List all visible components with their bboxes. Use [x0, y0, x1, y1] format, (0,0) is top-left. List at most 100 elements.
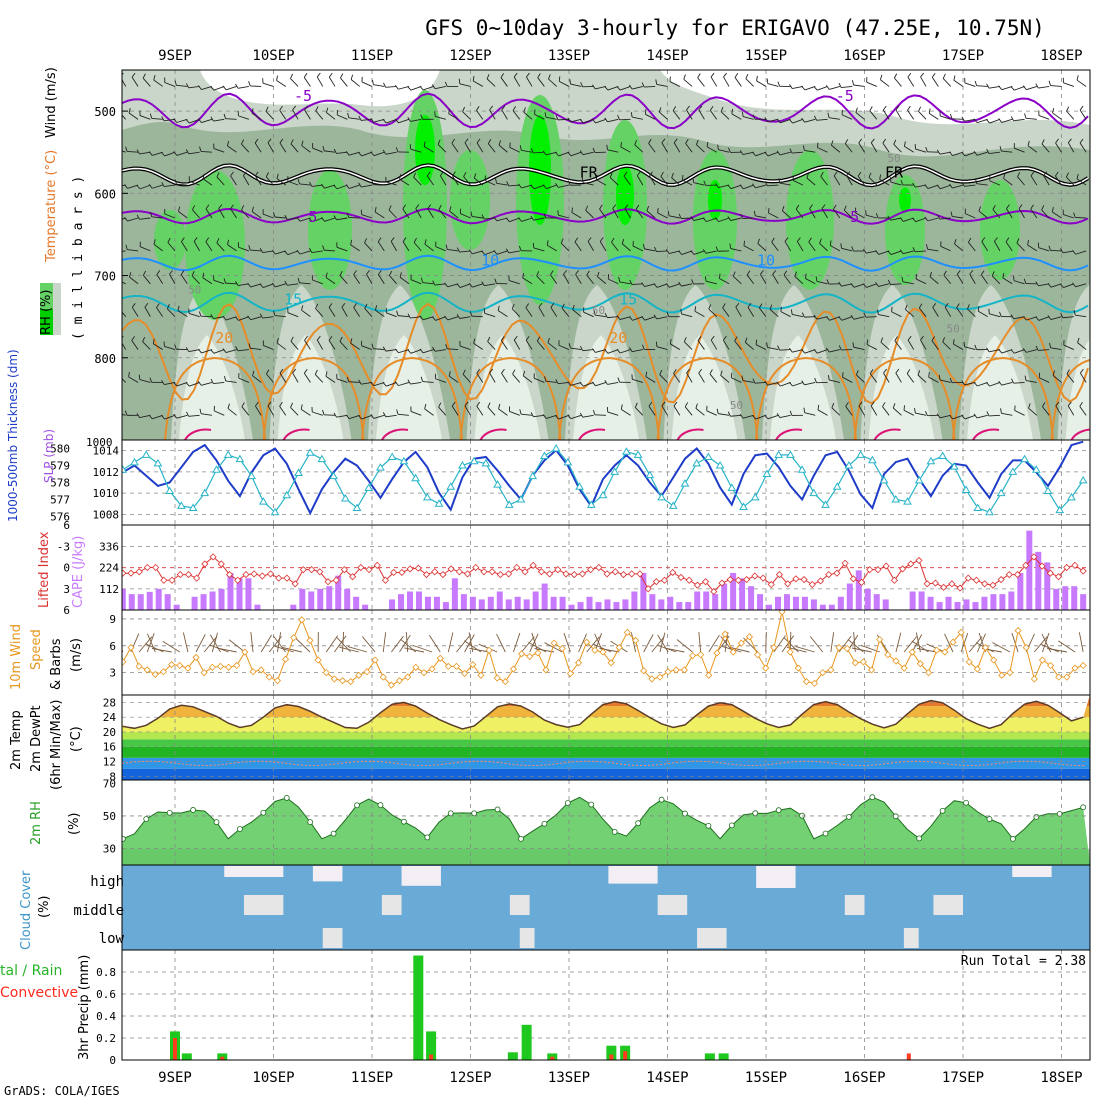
wind-speed-marker: [444, 662, 452, 670]
isotherm-25: [262, 356, 365, 440]
slp-marker: [551, 444, 561, 452]
upper-barb: [657, 212, 668, 219]
cloud-low-block: [322, 928, 343, 948]
upper-barb-feather: [267, 138, 272, 143]
wind-speed-marker: [298, 616, 306, 624]
upper-barb-feather: [817, 404, 820, 410]
wind-speed-marker: [924, 669, 933, 677]
upper-barb-feather: [227, 403, 230, 409]
upper-barb-feather: [1066, 369, 1070, 375]
upper-barb: [1038, 316, 1050, 321]
lifted-marker: [283, 574, 291, 582]
upper-barb: [927, 217, 939, 222]
upper-barb: [385, 349, 397, 352]
upper-barb-feather: [462, 369, 466, 375]
upper-barb-feather: [690, 250, 695, 255]
upper-barb: [227, 244, 237, 252]
cape-bar: [721, 583, 728, 610]
upper-barb-feather: [265, 172, 269, 178]
upper-barb: [964, 346, 976, 350]
upper-barb-feather: [938, 374, 941, 381]
upper-barb-feather: [777, 345, 781, 351]
upper-barb: [730, 184, 742, 190]
upper-barb: [328, 76, 336, 87]
upper-barb: [989, 313, 1001, 318]
upper-barb-feather: [715, 217, 720, 222]
upper-barb: [742, 151, 754, 155]
lifted-marker: [357, 563, 365, 572]
wind-speed-marker: [884, 651, 892, 659]
rh-legend-swatch-gray: [53, 283, 61, 335]
upper-barb-feather: [678, 250, 683, 255]
upper-barb-feather: [174, 179, 177, 185]
upper-barb: [730, 217, 742, 221]
upper-barb-feather: [300, 404, 303, 410]
slp-marker: [188, 503, 198, 511]
upper-barb: [734, 340, 742, 350]
lifted-marker: [193, 574, 201, 582]
upper-barb: [904, 145, 914, 153]
upper-barb-feather: [875, 250, 880, 255]
upper-barb: [176, 183, 188, 186]
upper-barb-feather: [977, 306, 980, 312]
upper-barb-feather: [641, 316, 646, 321]
upper-barb: [607, 316, 619, 319]
slp-marker: [305, 448, 315, 456]
upper-barb-feather: [202, 173, 205, 179]
upper-barb: [142, 275, 151, 285]
upper-barb: [634, 407, 644, 416]
upper-barb: [976, 183, 988, 186]
bottom-date-12SEP: 12SEP: [449, 1070, 491, 1086]
upper-barb-feather: [1018, 204, 1023, 209]
upper-barb-feather: [560, 238, 564, 244]
slp-marker: [1067, 492, 1076, 501]
upper-barb: [816, 280, 828, 285]
upper-barb-feather: [530, 184, 535, 190]
upper-barb-feather: [695, 403, 698, 409]
upper-barb: [1042, 406, 1050, 416]
upper-barb-feather: [826, 279, 830, 285]
upper-barb-feather: [505, 217, 510, 223]
upper-barb-feather: [672, 106, 677, 111]
upper-barb-feather: [644, 109, 647, 115]
upper-barb-feather: [271, 282, 276, 288]
slp-marker: [622, 447, 631, 455]
slp-marker: [575, 482, 584, 490]
lifted-marker: [587, 566, 595, 574]
wind-speed-line: [122, 610, 1087, 689]
upper-barb: [607, 411, 619, 416]
upper-barb-feather: [339, 336, 343, 342]
upper-barb-feather: [825, 347, 830, 353]
upper-barb: [649, 175, 656, 186]
temp2m-curve: [122, 699, 1086, 767]
upper-barb: [779, 414, 791, 419]
cape-bar: [335, 575, 342, 610]
slp-marker: [961, 485, 971, 493]
upper-barb: [782, 210, 791, 219]
upper-barb: [718, 184, 730, 188]
slp-marker: [504, 500, 514, 508]
rh-green-cell: [403, 90, 447, 320]
isotherm-25: [952, 356, 1054, 440]
upper-barb-feather: [396, 310, 399, 316]
cloud-low-block: [697, 928, 727, 948]
lifted-marker: [1013, 571, 1022, 579]
upper-barb: [854, 212, 865, 219]
upper-barb-feather: [846, 171, 851, 176]
slp-marker: [809, 488, 819, 497]
wind-speed-marker: [322, 669, 330, 677]
upper-barb-feather: [407, 313, 411, 319]
precip-conv-bar: [609, 1054, 614, 1060]
upper-barb: [828, 117, 840, 120]
upper-barb: [895, 372, 902, 383]
upper-barb: [242, 175, 250, 186]
upper-barb-feather: [118, 370, 120, 375]
precip-tick-0: 0: [109, 1054, 116, 1067]
rh2m-unit: (%): [67, 813, 82, 836]
upper-barb: [819, 243, 828, 252]
temp-band: [122, 731, 1090, 740]
slp-marker: [141, 450, 151, 458]
upper-barb: [348, 117, 360, 120]
wind10m-barb: [544, 642, 563, 653]
cape-bar: [730, 572, 737, 610]
